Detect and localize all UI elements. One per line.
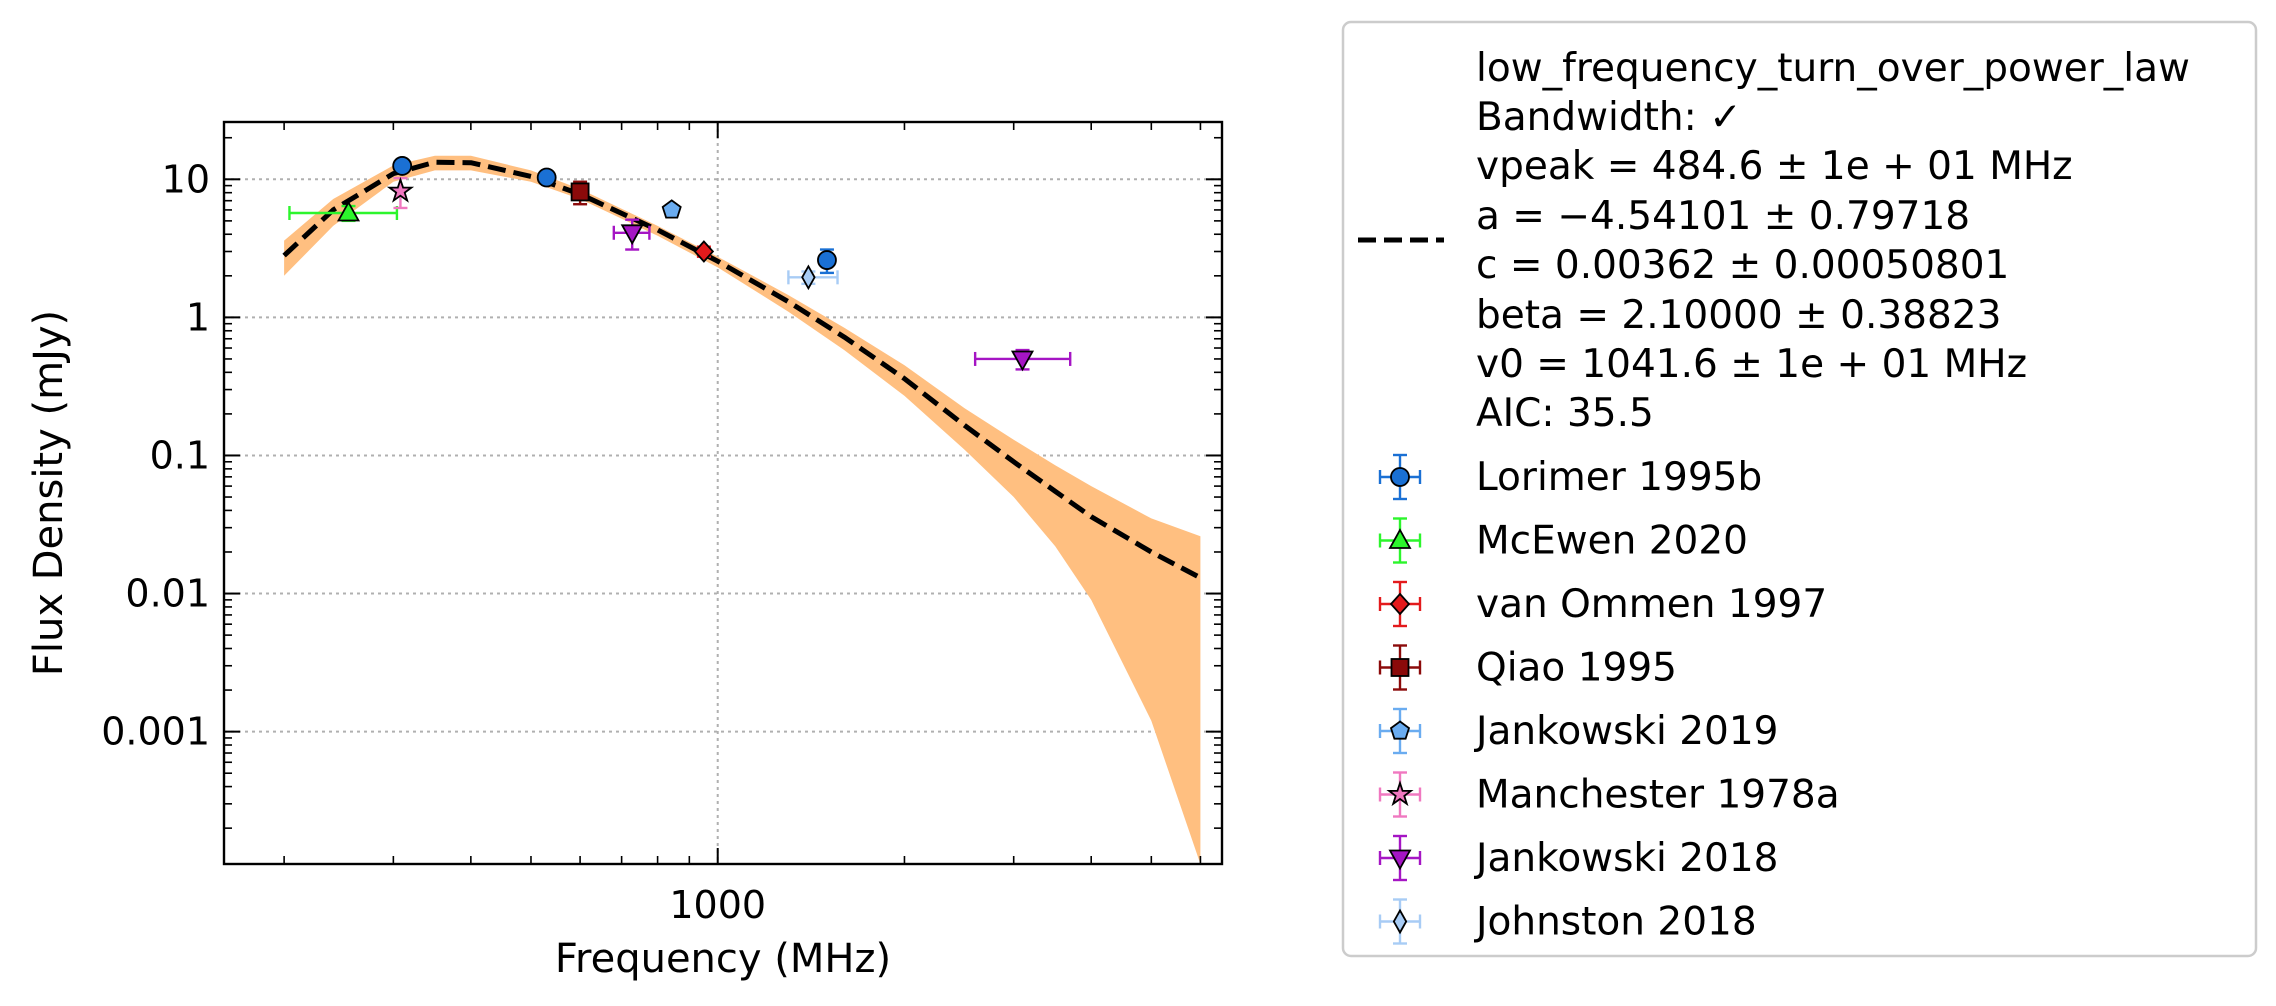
legend-label: Lorimer 1995b (1476, 455, 1762, 500)
data-point-marker (1010, 350, 1035, 372)
legend-label: Jankowski 2019 (1473, 709, 1778, 754)
plot-frame (222, 120, 1224, 866)
data-point-marker (386, 176, 415, 203)
data-point-marker (817, 250, 837, 270)
y-tick-label: 0.01 (125, 572, 210, 616)
data-point-marker (536, 167, 557, 188)
y-tick-label: 0.1 (150, 433, 210, 477)
axis-ticks: 1000 10 1 0.1 0.01 0.001 (101, 122, 1222, 927)
legend-entry: Jankowski 2018 (1378, 834, 1778, 882)
legend-model-v0: v0 = 1041.6 ± 1e + 01 MHz (1476, 342, 2027, 387)
data-point-marker (620, 224, 644, 246)
data-points (288, 156, 1072, 372)
legend-marker (1386, 780, 1414, 807)
legend-label: McEwen 2020 (1476, 519, 1748, 564)
data-point-marker (570, 182, 590, 202)
x-axis-label: Frequency (MHz) (555, 936, 891, 982)
legend-label: van Ommen 1997 (1476, 582, 1827, 627)
legend-marker (1390, 467, 1410, 487)
legend-marker (1389, 720, 1411, 740)
data-point-marker (336, 200, 361, 222)
series-mcewen-2020 (288, 200, 399, 223)
legend-model-name: low_frequency_turn_over_power_law (1476, 46, 2190, 91)
grid-lines (224, 122, 1222, 864)
legend-label: Manchester 1978a (1476, 773, 1840, 818)
legend-entry: McEwen 2020 (1378, 517, 1748, 564)
legend-model-vpeak: vpeak = 484.6 ± 1e + 01 MHz (1476, 144, 2073, 189)
legend-model-text: low_frequency_turn_over_power_law Bandwi… (1476, 46, 2190, 436)
legend-marker (1392, 908, 1408, 935)
series-jankowski-2019 (661, 199, 682, 219)
y-tick-label: 0.001 (101, 710, 210, 754)
legend-label: Qiao 1995 (1476, 646, 1677, 691)
y-tick-label: 10 (162, 157, 210, 201)
legend-marker (1388, 849, 1412, 871)
legend: low_frequency_turn_over_power_law Bandwi… (1341, 20, 2258, 958)
legend-model-bandwidth: Bandwidth: ✓ (1476, 95, 1742, 140)
series-manchester-1978a (386, 176, 415, 210)
x-tick-label: 1000 (669, 883, 766, 927)
legend-entry: van Ommen 1997 (1378, 580, 1827, 628)
data-point-marker (693, 240, 715, 263)
legend-label: Johnston 2018 (1473, 900, 1757, 945)
legend-entry: Manchester 1978a (1378, 771, 1840, 818)
series-van-ommen-1997 (693, 240, 715, 263)
data-point-marker (392, 156, 413, 176)
series-johnston-2018 (787, 264, 839, 291)
legend-marker (1390, 658, 1410, 677)
legend-entry: Qiao 1995 (1378, 644, 1677, 691)
data-point-marker (801, 264, 816, 291)
model-fit-line (282, 159, 1202, 581)
legend-entry: Lorimer 1995b (1378, 453, 1762, 501)
data-point-marker (661, 199, 682, 219)
legend-frame (1341, 20, 2258, 958)
y-axis-label: Flux Density (mJy) (26, 310, 72, 676)
legend-label: Jankowski 2018 (1473, 836, 1778, 881)
series-qiao-1995 (570, 180, 590, 206)
model-curve (282, 159, 1202, 581)
legend-entry: Johnston 2018 (1378, 898, 1757, 945)
legend-model-beta: beta = 2.10000 ± 0.38823 (1476, 293, 2001, 338)
legend-marker (1388, 528, 1412, 549)
legend-model-aic: AIC: 35.5 (1476, 391, 1654, 436)
series-lorimer-1995b (392, 156, 837, 275)
legend-model-c: c = 0.00362 ± 0.00050801 (1476, 243, 2009, 288)
legend-marker (1389, 592, 1411, 616)
legend-model-a: a = −4.54101 ± 0.79718 (1476, 194, 1970, 239)
legend-entry: Jankowski 2019 (1378, 707, 1778, 755)
series-jankowski-2018 (612, 218, 1072, 372)
legend-series-entries: Lorimer 1995b McEwen 2020 van Ommen 1997 Qi… (1378, 453, 1840, 945)
y-tick-label: 1 (186, 295, 210, 339)
